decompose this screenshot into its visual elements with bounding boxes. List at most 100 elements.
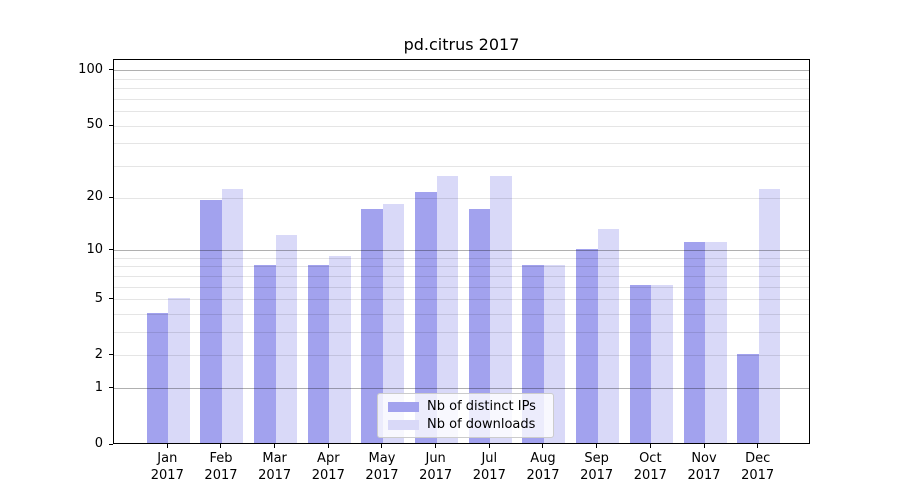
y-tick-label-5: 5	[94, 290, 103, 306]
y-tick-mark-5	[109, 298, 113, 300]
gridline-minor-60	[114, 111, 809, 113]
gridline-minor-20	[114, 197, 809, 199]
bar-downloads-may	[382, 204, 405, 443]
x-tick-label-dec: Dec 2017	[728, 450, 788, 484]
bar-ips-dec	[737, 353, 759, 443]
legend-label-downloads: Nb of downloads	[427, 417, 536, 432]
x-tick-year: 2017	[580, 468, 614, 483]
x-tick-label-oct: Oct 2017	[620, 450, 680, 484]
x-tick-mark-mar	[274, 444, 276, 448]
x-tick-month: Aug	[530, 451, 556, 466]
bar-ips-sep	[576, 248, 598, 443]
bar-downloads-mar	[275, 235, 298, 443]
y-tick-label-100: 100	[78, 61, 103, 77]
y-tick-label-10: 10	[86, 241, 103, 257]
x-tick-label-mar: Mar 2017	[245, 450, 305, 484]
bar-ips-nov	[683, 241, 705, 443]
gridlines-layer	[114, 60, 809, 443]
y-tick-mark-50	[109, 124, 113, 126]
gridline-minor-8	[114, 266, 809, 268]
y-tick-mark-2	[109, 354, 113, 356]
x-tick-label-jul: Jul 2017	[459, 450, 519, 484]
gridline-minor-5	[114, 299, 809, 301]
x-tick-label-may: May 2017	[352, 450, 412, 484]
x-tick-year: 2017	[419, 468, 453, 483]
x-tick-label-aug: Aug 2017	[513, 450, 573, 484]
bar-ips-jun	[415, 192, 437, 443]
x-tick-month: Jul	[481, 451, 498, 466]
legend-swatch-distinct-ips	[388, 401, 419, 412]
x-tick-year: 2017	[687, 468, 721, 483]
x-tick-month: May	[368, 451, 396, 466]
gridline-minor-30	[114, 166, 809, 168]
x-tick-label-nov: Nov 2017	[674, 450, 734, 484]
x-tick-year: 2017	[365, 468, 399, 483]
x-tick-label-jun: Jun 2017	[406, 450, 466, 484]
x-tick-year: 2017	[472, 468, 506, 483]
x-tick-mark-apr	[327, 444, 329, 448]
y-tick-label-2: 2	[94, 346, 103, 362]
bar-downloads-feb	[221, 188, 244, 443]
x-tick-mark-jan	[166, 444, 168, 448]
x-tick-month: Feb	[209, 451, 233, 466]
bar-downloads-oct	[651, 285, 673, 443]
gridline-major-10	[114, 250, 809, 252]
gridline-major-100	[114, 70, 809, 72]
bar-downloads-sep	[597, 229, 620, 443]
legend-item-downloads: Nb of downloads	[388, 417, 545, 432]
x-tick-month: Mar	[262, 451, 287, 466]
chart-title: pd.citrus 2017	[403, 35, 520, 54]
y-tick-mark-0	[109, 443, 113, 445]
x-tick-mark-nov	[703, 444, 705, 448]
bar-downloads-jun	[436, 175, 459, 443]
gridline-minor-70	[114, 98, 809, 100]
y-tick-label-50: 50	[86, 117, 103, 133]
x-tick-label-apr: Apr 2017	[298, 450, 358, 484]
x-tick-month: Oct	[639, 451, 662, 466]
gridline-minor-40	[114, 143, 809, 145]
x-tick-month: Sep	[584, 451, 609, 466]
x-tick-mark-dec	[757, 444, 759, 448]
x-tick-mark-may	[381, 444, 383, 448]
legend-item-distinct-ips: Nb of distinct IPs	[388, 399, 545, 414]
gridline-minor-3	[114, 332, 809, 334]
bar-downloads-dec	[758, 188, 781, 443]
x-tick-year: 2017	[204, 468, 238, 483]
bar-ips-jul	[468, 208, 491, 443]
y-tick-mark-20	[109, 196, 113, 198]
x-tick-year: 2017	[526, 468, 560, 483]
x-tick-month: Jun	[425, 451, 446, 466]
y-tick-label-20: 20	[86, 189, 103, 205]
x-tick-mark-oct	[649, 444, 651, 448]
x-tick-month: Dec	[745, 451, 771, 466]
legend-swatch-downloads	[388, 419, 419, 430]
x-tick-label-sep: Sep 2017	[567, 450, 627, 484]
x-tick-mark-jun	[435, 444, 437, 448]
gridline-minor-50	[114, 125, 809, 127]
x-tick-mark-feb	[220, 444, 222, 448]
bar-ips-mar	[254, 264, 276, 443]
legend: Nb of distinct IPs Nb of downloads	[377, 393, 554, 438]
x-tick-year: 2017	[311, 468, 345, 483]
x-tick-year: 2017	[633, 468, 667, 483]
x-tick-mark-sep	[596, 444, 598, 448]
gridline-minor-6	[114, 286, 809, 288]
bar-ips-may	[361, 208, 383, 443]
y-tick-mark-10	[109, 249, 113, 251]
gridline-minor-9	[114, 257, 809, 259]
bars-layer	[114, 60, 809, 443]
x-tick-label-jan: Jan 2017	[137, 450, 197, 484]
gridline-minor-7	[114, 275, 809, 277]
bar-ips-oct	[629, 285, 652, 443]
y-tick-label-0: 0	[94, 436, 103, 451]
legend-label-distinct-ips: Nb of distinct IPs	[427, 399, 536, 414]
bar-ips-apr	[307, 264, 330, 443]
gridline-minor-80	[114, 88, 809, 90]
y-tick-mark-100	[109, 69, 113, 71]
x-tick-year: 2017	[150, 468, 184, 483]
y-tick-label-1: 1	[94, 379, 103, 395]
bar-downloads-jul	[490, 175, 512, 443]
x-tick-mark-jul	[488, 444, 490, 448]
bar-downloads-jan	[168, 297, 190, 443]
